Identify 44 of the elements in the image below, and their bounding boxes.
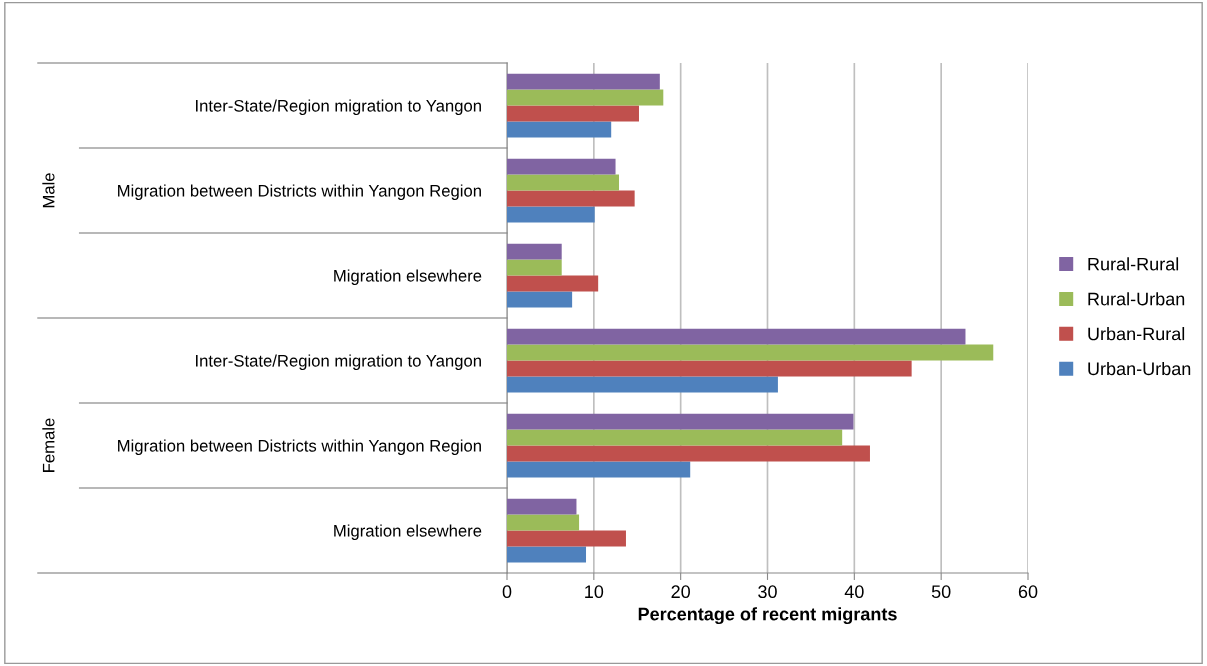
- y-tick-label: Inter-State/Region migration to Yangon: [196, 354, 481, 370]
- bar: [507, 158, 616, 175]
- text: Female: [42, 418, 55, 472]
- y-tick-label: Migration elsewhere: [334, 524, 482, 540]
- y-tick-label: Migration between Districts within Yangon Region: [118, 439, 481, 455]
- x-axis-title: Percentage of recent migrants: [638, 607, 897, 625]
- x-tick-label: 60: [1018, 585, 1038, 599]
- bar: [507, 105, 639, 122]
- bar: [507, 498, 577, 515]
- bar: [507, 344, 994, 361]
- bar: [507, 121, 612, 138]
- legend-label: Rural-Urban: [1088, 292, 1185, 306]
- bar: [507, 461, 691, 478]
- bar: [507, 413, 854, 430]
- x-tick-label: 30: [758, 585, 777, 599]
- bar: [507, 376, 778, 393]
- bar: [507, 429, 843, 446]
- y-tick-label: Inter-State/Region migration to Yangon: [196, 99, 481, 115]
- y-tick-label: Migration between Districts within Yangon Region: [118, 184, 481, 200]
- legend-label: Urban-Rural: [1088, 327, 1185, 341]
- bar: [507, 360, 912, 377]
- bar: [507, 190, 635, 207]
- bar: [507, 546, 587, 563]
- bar: [507, 206, 595, 223]
- text: Male: [42, 173, 55, 208]
- bar: [507, 89, 664, 106]
- bar: [507, 514, 580, 531]
- legend-label: Rural-Rural: [1088, 257, 1179, 271]
- bar: [507, 275, 599, 292]
- bar: [507, 530, 626, 547]
- bar: [507, 291, 573, 308]
- x-tick-label: 50: [931, 585, 951, 599]
- x-tick-label: 0: [502, 585, 512, 599]
- bar: [507, 243, 562, 260]
- bar: [507, 259, 562, 276]
- x-tick-label: 20: [671, 585, 690, 599]
- y-tick-label: Migration elsewhere: [334, 269, 482, 285]
- x-tick-label: 40: [844, 585, 864, 599]
- legend-label: Urban-Urban: [1088, 361, 1191, 376]
- bar: [507, 73, 660, 90]
- bar: [507, 445, 870, 462]
- x-tick-label: 10: [585, 585, 604, 599]
- bar: [507, 174, 620, 191]
- bar: [507, 328, 966, 345]
